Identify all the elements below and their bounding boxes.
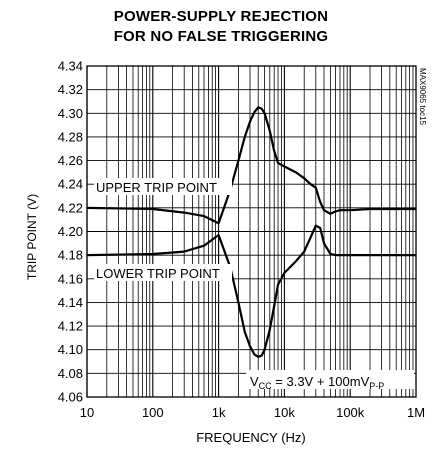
vcc-annotation: VCC = 3.3V + 100mVP-P (250, 374, 384, 391)
vcc-label-bg (246, 370, 414, 389)
y-tick-label: 4.18 (58, 248, 83, 263)
x-tick-label: 1M (407, 405, 425, 420)
y-tick-label: 4.26 (58, 153, 83, 168)
vcc-sub: CC (259, 381, 272, 391)
lower-label-bg (94, 264, 232, 281)
x-tick-label: 100k (336, 405, 365, 420)
x-tick-label: 100 (142, 405, 164, 420)
x-tick-labels: 10 100 1k 10k 100k 1M (80, 405, 425, 420)
x-tick-label: 1k (212, 405, 226, 420)
upper-label-bg (94, 178, 232, 195)
y-tick-label: 4.22 (58, 200, 83, 215)
chart-title-line1: POWER-SUPPLY REJECTION (113, 8, 329, 25)
lower-trip-point-label: LOWER TRIP POINT (96, 266, 220, 281)
vcc-mid: = 3.3V + 100mV (272, 374, 370, 389)
y-tick-label: 4.12 (58, 319, 83, 334)
y-tick-label: 4.10 (58, 342, 83, 357)
y-tick-label: 4.30 (58, 106, 83, 121)
vcc-sub2: P-P (369, 381, 384, 391)
y-tick-label: 4.34 (58, 59, 83, 74)
y-tick-label: 4.24 (58, 177, 83, 192)
y-tick-label: 4.14 (58, 295, 83, 310)
y-tick-label: 4.20 (58, 224, 83, 239)
plot-frame (86, 65, 417, 398)
chart-title-line2: FOR NO FALSE TRIGGERING (113, 28, 329, 45)
x-tick-label: 10 (80, 405, 94, 420)
y-tick-labels: 4.06 4.08 4.10 4.12 4.14 4.16 4.18 4.20 4.22 4.24… (58, 59, 83, 405)
y-tick-label: 4.32 (58, 82, 83, 97)
x-tick-label: 10k (274, 405, 295, 420)
y-axis-label: TRIP POINT (V) (25, 194, 39, 280)
series-group (86, 106, 416, 358)
y-tick-label: 4.06 (58, 390, 83, 405)
x-axis-label: FREQUENCY (Hz) (196, 430, 306, 445)
series-line-lower-trip-point (86, 224, 416, 358)
series-line-upper-trip-point (86, 106, 416, 225)
y-tick-label: 4.16 (58, 271, 83, 286)
upper-trip-point-label: UPPER TRIP POINT (96, 180, 217, 195)
side-code: MAX9065 toc15 (418, 68, 427, 125)
y-tick-label: 4.08 (58, 366, 83, 381)
vcc-v: V (250, 374, 259, 389)
y-tick-label: 4.28 (58, 129, 83, 144)
